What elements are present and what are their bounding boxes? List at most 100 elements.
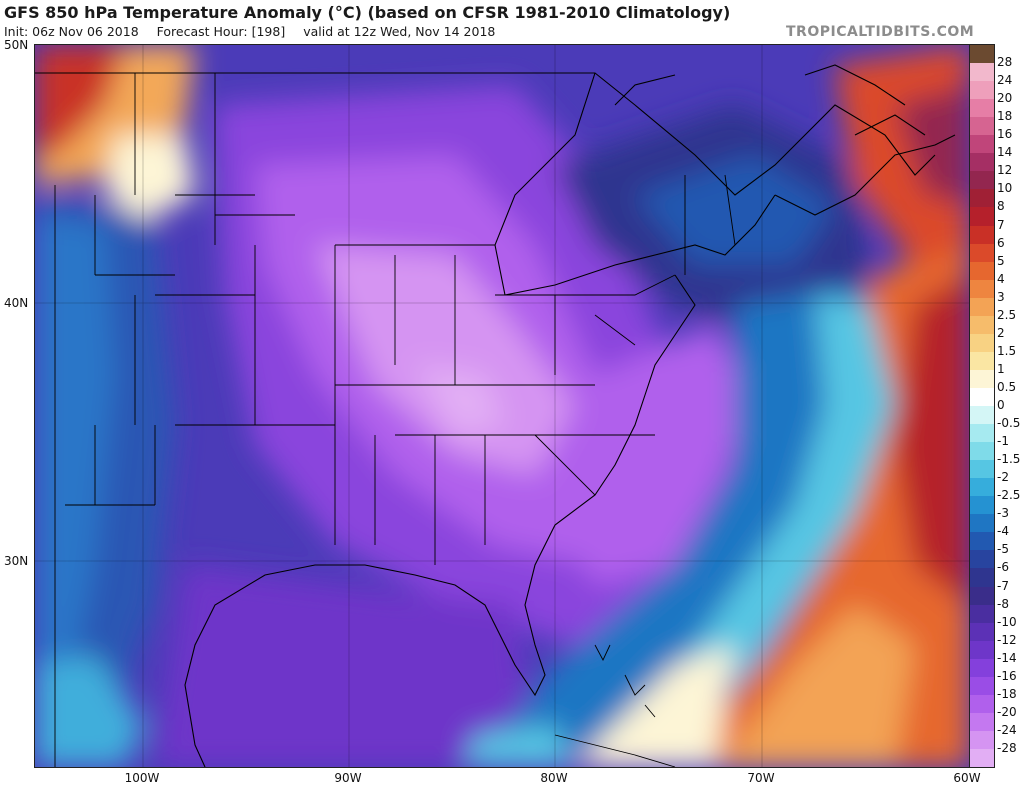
color-swatch xyxy=(970,730,994,750)
color-scale-label: 4 xyxy=(997,271,1005,286)
color-scale-label: -8 xyxy=(997,596,1009,611)
color-scale-label: 28 xyxy=(997,55,1013,70)
color-swatch xyxy=(970,658,994,678)
color-scale-label: 5 xyxy=(997,253,1005,268)
color-scale-label: -5 xyxy=(997,542,1009,557)
lon-label-100w: 100W xyxy=(124,771,160,785)
color-scale-label: 1 xyxy=(997,361,1005,376)
color-scale-label: -24 xyxy=(997,722,1017,737)
color-swatch xyxy=(970,333,994,353)
color-scale-label: 0 xyxy=(997,398,1005,412)
color-scale-label: -10 xyxy=(997,614,1017,629)
color-swatch xyxy=(970,406,994,425)
color-scale-label: 18 xyxy=(997,109,1013,124)
color-swatch xyxy=(970,496,994,515)
color-scale-label: -6 xyxy=(997,560,1009,575)
color-swatch xyxy=(970,243,994,263)
anomaly-map-graphic xyxy=(35,45,969,767)
color-scale-label: 6 xyxy=(997,235,1005,250)
color-swatch xyxy=(970,640,994,660)
graticule xyxy=(35,45,969,767)
color-scale-label: -14 xyxy=(997,650,1017,665)
color-scale-label: 8 xyxy=(997,199,1005,214)
color-scale-label: 7 xyxy=(997,217,1005,232)
color-swatch xyxy=(970,45,994,64)
map-title: GFS 850 hPa Temperature Anomaly (°C) (ba… xyxy=(4,3,731,22)
state-borders xyxy=(54,73,736,767)
color-scale-label: 20 xyxy=(997,91,1013,106)
color-scale-label: -28 xyxy=(997,740,1017,755)
color-scale-label: -4 xyxy=(997,524,1009,539)
color-swatch xyxy=(970,225,994,245)
color-scale-label: -2.5 xyxy=(997,488,1021,503)
color-swatch xyxy=(970,424,994,443)
lon-label-90w: 90W xyxy=(334,771,362,785)
color-swatch xyxy=(970,532,994,551)
color-scale-label: -1.5 xyxy=(997,452,1021,467)
color-scale-label: 2 xyxy=(997,325,1005,340)
color-scale-label: -7 xyxy=(997,578,1009,593)
color-swatch xyxy=(970,369,994,389)
color-swatch xyxy=(970,351,994,371)
color-scale-label: -2 xyxy=(997,470,1009,485)
init-time: Init: 06z Nov 06 2018 xyxy=(4,24,139,39)
color-scale-label: 10 xyxy=(997,181,1013,196)
caribbean-islands xyxy=(554,644,676,767)
map-subtitle: Init: 06z Nov 06 2018 Forecast Hour: [19… xyxy=(4,24,774,40)
color-scale-label: -1 xyxy=(997,434,1009,449)
color-swatch xyxy=(970,99,994,118)
color-swatch xyxy=(970,568,994,587)
lat-label-40n: 40N xyxy=(4,296,29,310)
lon-label-80w: 80W xyxy=(540,771,568,785)
color-swatch xyxy=(970,622,994,642)
color-swatch xyxy=(970,478,994,497)
color-scale-label: -18 xyxy=(997,686,1017,701)
color-scale-label: 0.5 xyxy=(997,379,1017,394)
color-swatch xyxy=(970,81,994,100)
color-scale-label: -16 xyxy=(997,668,1017,683)
color-swatch xyxy=(970,297,994,317)
color-scale-label: -12 xyxy=(997,632,1017,647)
color-swatch xyxy=(970,117,994,136)
color-swatch xyxy=(970,712,994,732)
forecast-hour: Forecast Hour: [198] xyxy=(156,24,286,39)
color-scale-label: 24 xyxy=(997,73,1013,88)
color-swatch xyxy=(970,586,994,606)
color-swatch xyxy=(970,261,994,281)
color-swatch xyxy=(970,676,994,696)
color-swatch xyxy=(970,514,994,533)
lat-label-30n: 30N xyxy=(4,554,29,568)
anomaly-map xyxy=(34,44,970,768)
color-scale-label: 14 xyxy=(997,145,1013,160)
color-swatch xyxy=(970,387,994,407)
color-scale-bar xyxy=(969,44,995,768)
lon-label-70w: 70W xyxy=(747,771,775,785)
color-scale-label: 1.5 xyxy=(997,343,1017,358)
color-swatch xyxy=(970,442,994,461)
color-swatch xyxy=(970,550,994,569)
color-swatch xyxy=(970,63,994,82)
color-scale-label: -20 xyxy=(997,704,1017,719)
color-swatch xyxy=(970,604,994,624)
coastlines xyxy=(35,64,956,767)
color-scale-label: 12 xyxy=(997,163,1013,178)
color-scale-label: 2.5 xyxy=(997,307,1017,322)
valid-time: valid at 12z Wed, Nov 14 2018 xyxy=(303,24,496,39)
color-swatch xyxy=(970,207,994,226)
color-scale-label: 16 xyxy=(997,127,1013,142)
lat-label-50n: 50N xyxy=(4,38,29,52)
color-swatch xyxy=(970,694,994,714)
color-swatch xyxy=(970,189,994,208)
color-swatch xyxy=(970,460,994,479)
color-swatch xyxy=(970,135,994,154)
color-scale-label: -0.5 xyxy=(997,416,1021,431)
color-swatch xyxy=(970,153,994,172)
color-swatch xyxy=(970,748,994,768)
color-swatch xyxy=(970,171,994,190)
color-swatch xyxy=(970,315,994,335)
lon-label-60w: 60W xyxy=(953,771,981,785)
color-scale-label: -3 xyxy=(997,506,1009,521)
map-header: GFS 850 hPa Temperature Anomaly (°C) (ba… xyxy=(4,2,774,40)
color-scale-label: 3 xyxy=(997,289,1005,304)
color-swatch xyxy=(970,279,994,299)
